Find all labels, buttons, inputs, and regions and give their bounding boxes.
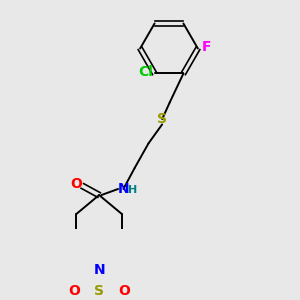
Text: H: H: [128, 185, 137, 196]
Text: Cl: Cl: [138, 65, 153, 79]
Text: N: N: [118, 182, 129, 196]
Text: N: N: [93, 262, 105, 277]
Text: F: F: [202, 40, 212, 54]
Text: S: S: [94, 284, 104, 298]
Text: O: O: [70, 177, 82, 191]
Text: S: S: [157, 112, 167, 126]
Text: O: O: [118, 284, 130, 298]
Text: O: O: [68, 284, 80, 298]
